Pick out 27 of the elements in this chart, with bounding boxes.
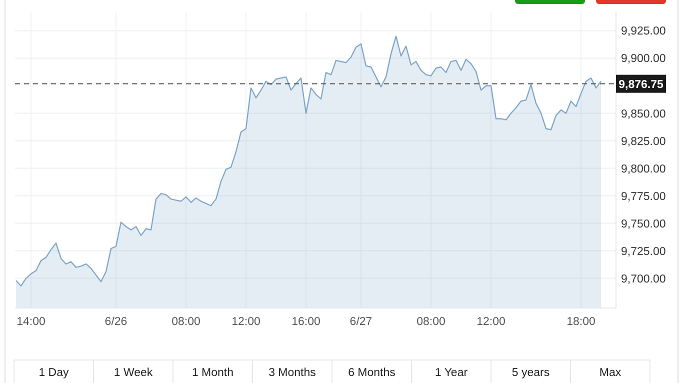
text: 1 Month [192,367,234,380]
x-tick-label: 12:00 [232,316,260,328]
text: 1 Year [434,367,468,380]
y-tick-label: 9,925.00 [621,26,666,38]
y-tick-label: 9,750.00 [621,218,666,230]
x-tick-label: 6/27 [350,316,372,328]
x-tick-label: 18:00 [566,316,596,328]
x-tick-label: 08:00 [416,316,446,328]
text: 5 years [512,367,550,380]
y-tick-label: 9,800.00 [621,163,666,176]
x-tick-label: 12:00 [476,316,506,328]
y-tick-label: 9,725.00 [621,246,666,258]
y-tick-label: 9,700.00 [621,273,666,286]
x-tick-label: 6/26 [104,316,128,328]
text: 3 Months [268,367,316,380]
x-tick-label: 08:00 [172,316,200,328]
text: 1 Day [38,367,70,380]
y-tick-label: 9,900.00 [621,53,666,66]
x-tick-label: 16:00 [292,316,320,328]
text: 1 Week [114,367,153,380]
y-tick-label: 9,850.00 [621,108,666,120]
y-tick-label: 9,825.00 [621,136,666,148]
ref-line-label: 9,876.75 [618,78,664,91]
y-tick-label: 9,775.00 [621,190,666,203]
x-tick-label: 14:00 [16,316,46,328]
text: 6 Months [348,367,396,380]
text: Max [599,367,622,380]
